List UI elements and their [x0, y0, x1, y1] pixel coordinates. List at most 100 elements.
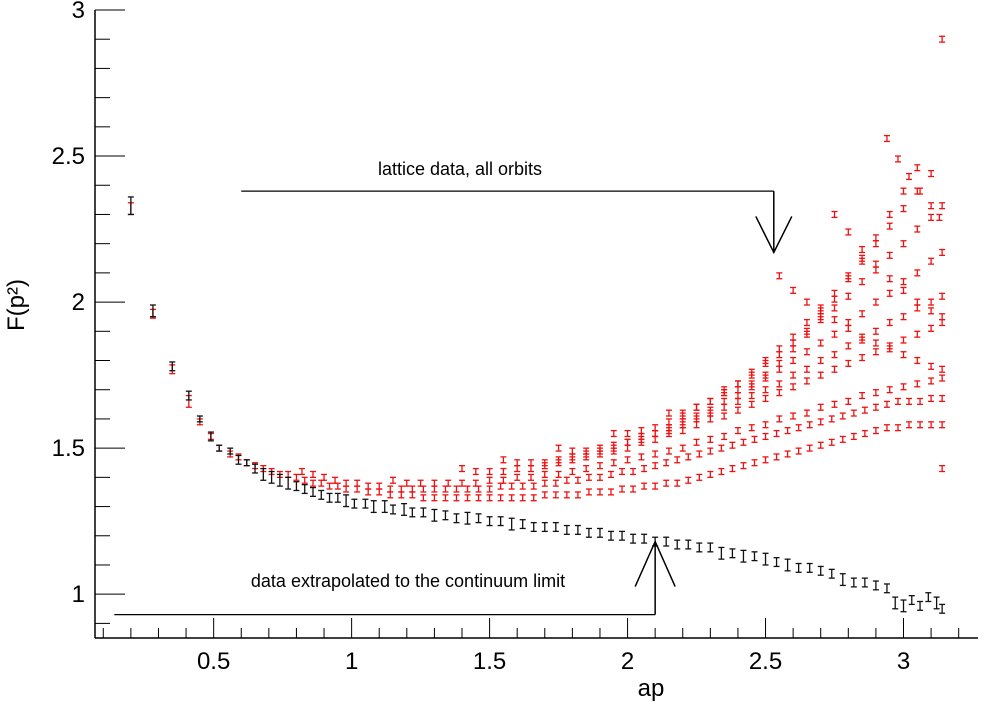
lattice-point	[831, 316, 838, 324]
continuum-point	[740, 549, 747, 563]
lattice-point	[519, 494, 526, 502]
lattice-point	[475, 494, 482, 502]
lattice-point	[508, 494, 515, 502]
continuum-point	[453, 513, 460, 524]
y-tick-label: 1.5	[52, 435, 85, 462]
lattice-point	[883, 424, 890, 432]
continuum-point	[828, 568, 835, 579]
continuum-point	[431, 508, 438, 522]
lattice-point	[641, 465, 648, 473]
continuum-point	[530, 521, 537, 533]
lattice-point	[464, 494, 471, 502]
lattice-point	[541, 479, 548, 487]
continuum-point	[630, 533, 637, 544]
lattice-point	[914, 225, 921, 233]
lattice-point	[486, 476, 493, 484]
lattice-series	[127, 35, 946, 502]
lattice-point	[679, 409, 686, 417]
lattice-point	[817, 356, 824, 365]
lattice-point	[652, 462, 659, 470]
lattice-point	[674, 479, 681, 487]
lattice-point	[445, 479, 452, 487]
y-tick-label: 3	[72, 0, 85, 24]
continuum-point	[925, 592, 932, 603]
lattice-point	[431, 479, 438, 487]
continuum-point	[235, 454, 242, 465]
lattice-point	[608, 470, 615, 478]
continuum-point	[301, 484, 308, 495]
lattice-point	[321, 473, 328, 481]
lattice-point	[762, 394, 769, 403]
lattice-point	[762, 421, 769, 429]
lattice-point	[748, 400, 755, 408]
continuum-point	[508, 517, 515, 531]
lattice-point	[696, 450, 703, 458]
lattice-point	[917, 397, 924, 405]
lattice-point	[734, 427, 741, 435]
lattice-point	[939, 202, 946, 210]
lattice-point	[859, 391, 866, 400]
lattice-point	[665, 447, 672, 455]
continuum-point	[674, 539, 681, 550]
lattice-point	[693, 412, 700, 420]
lattice-point	[917, 421, 924, 429]
continuum-point	[795, 562, 802, 573]
lattice-point	[453, 485, 460, 493]
lattice-point	[894, 424, 901, 432]
continuum-point	[196, 415, 203, 423]
lattice-point	[541, 470, 548, 478]
lattice-point	[721, 412, 728, 420]
lattice-point	[928, 394, 935, 403]
lattice-point	[610, 441, 617, 449]
continuum-point	[127, 196, 134, 216]
continuum-point	[207, 431, 214, 442]
lattice-point	[886, 251, 893, 259]
lattice-point	[309, 479, 316, 487]
lattice-point	[831, 400, 838, 408]
x-tick-label: 3	[897, 648, 910, 675]
lattice-point	[721, 397, 728, 405]
lattice-point	[790, 333, 797, 341]
lattice-point	[696, 473, 703, 481]
lattice-point	[530, 494, 537, 502]
continuum-point	[850, 577, 857, 588]
lattice-point	[665, 409, 672, 417]
lattice-point	[861, 429, 868, 438]
lattice-point	[514, 459, 521, 467]
lattice-point	[917, 187, 924, 195]
lattice-point	[928, 377, 935, 385]
lattice-point	[638, 427, 645, 435]
lattice-point	[610, 429, 617, 438]
lattice-point	[803, 409, 810, 417]
lattice-point	[652, 450, 659, 458]
lattice-point	[900, 240, 907, 248]
y-tick-label: 1	[72, 581, 85, 608]
continuum-point	[149, 304, 156, 318]
lattice-point	[583, 465, 590, 473]
x-tick-label: 1	[345, 648, 358, 675]
lattice-point	[762, 371, 769, 379]
lattice-point	[663, 479, 670, 487]
lattice-point	[928, 307, 935, 315]
continuum-point	[541, 521, 548, 533]
lattice-point	[596, 444, 603, 452]
lattice-point	[900, 313, 907, 321]
lattice-point	[886, 275, 893, 283]
continuum-point	[293, 481, 300, 492]
lattice-point	[519, 482, 526, 490]
lattice-point	[707, 435, 714, 443]
lattice-point	[900, 336, 907, 344]
lattice-point	[839, 412, 846, 420]
lattice-point	[748, 368, 755, 376]
continuum-point	[390, 504, 397, 515]
continuum-point	[227, 447, 234, 455]
lattice-point	[403, 479, 410, 487]
lattice-point	[859, 245, 866, 254]
lattice-point	[900, 278, 907, 286]
lattice-point	[795, 447, 802, 455]
continuum-point	[169, 361, 176, 372]
lattice-point	[928, 257, 935, 265]
lattice-point	[326, 482, 333, 490]
lattice-point	[859, 333, 866, 341]
